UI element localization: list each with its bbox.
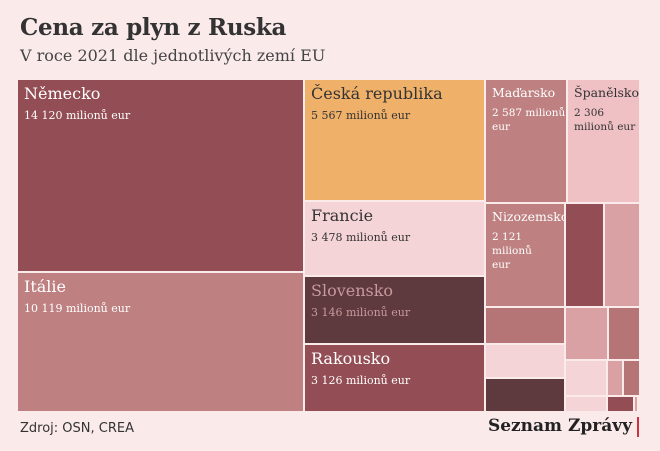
- treemap-cell-value: 3 146 milionů eur: [311, 306, 411, 319]
- treemap-cell-unlabeled: [486, 308, 566, 345]
- treemap-cell-unlabeled: [566, 204, 605, 308]
- treemap-cell-label: Německo: [24, 84, 101, 103]
- treemap-cell-nizozemsko: Nizozemsko 2 121 milionů eur: [486, 204, 566, 308]
- treemap-cell-francie: Francie 3 478 milionů eur: [305, 202, 486, 277]
- treemap-cell-česká-republika: Česká republika 5 567 milionů eur: [305, 80, 486, 202]
- chart-title: Cena za plyn z Ruska: [20, 14, 287, 41]
- treemap-cell-value: 3 126 milionů eur: [311, 374, 411, 387]
- treemap-cell-value: 3 478 milionů eur: [311, 231, 411, 244]
- source-note: Zdroj: OSN, CREA: [20, 421, 134, 436]
- treemap-cell-unlabeled: [605, 204, 641, 308]
- treemap-cell-maďarsko: Maďarsko 2 587 milionů eur: [486, 80, 568, 204]
- treemap-chart: Německo 14 120 milionů eur Itálie 10 119 mi…: [18, 80, 641, 413]
- treemap-cell-německo: Německo 14 120 milionů eur: [18, 80, 305, 273]
- treemap-cell-label: Španělsko: [574, 85, 639, 100]
- treemap-cell-label: Maďarsko: [492, 85, 556, 100]
- treemap-cell-label: Itálie: [24, 277, 66, 296]
- treemap-cell-unlabeled: [608, 397, 635, 413]
- chart-subtitle: V roce 2021 dle jednotlivých zemí EU: [20, 46, 326, 65]
- treemap-cell-unlabeled: [566, 397, 608, 413]
- treemap-cell-value: 5 567 milionů eur: [311, 109, 411, 122]
- treemap-cell-value: 2 121 milionů eur: [492, 231, 532, 272]
- treemap-cell-itálie: Itálie 10 119 milionů eur: [18, 273, 305, 413]
- treemap-cell-unlabeled: [639, 397, 641, 413]
- treemap-cell-rakousko: Rakousko 3 126 milionů eur: [305, 345, 486, 413]
- treemap-cell-label: Nizozemsko: [492, 209, 566, 224]
- treemap-cell-unlabeled: [609, 308, 641, 361]
- treemap-cell-unlabeled: [608, 361, 624, 397]
- treemap-cell-value: 2 587 milionů eur: [492, 107, 566, 134]
- treemap-cell-value: 10 119 milionů eur: [24, 302, 131, 315]
- treemap-cell-unlabeled: [486, 379, 566, 413]
- treemap-cell-slovensko: Slovensko 3 146 milionů eur: [305, 277, 486, 345]
- treemap-cell-label: Česká republika: [311, 84, 443, 103]
- treemap-cell-unlabeled: [635, 397, 639, 413]
- logo-accent-bar: [637, 417, 639, 437]
- treemap-cell-value: 14 120 milionů eur: [24, 109, 131, 122]
- treemap-cell-label: Slovensko: [311, 281, 394, 300]
- treemap-cell-label: Rakousko: [311, 349, 391, 368]
- treemap-cell-unlabeled: [624, 361, 641, 397]
- treemap-cell-value: 2 306 milionů eur: [574, 107, 636, 134]
- treemap-cell-unlabeled: [566, 361, 608, 397]
- treemap-cell-unlabeled: [486, 345, 566, 379]
- treemap-cell-španělsko: Španělsko 2 306 milionů eur: [568, 80, 641, 204]
- brand-logo: Seznam Zprávy: [487, 416, 632, 436]
- treemap-cell-label: Francie: [311, 206, 374, 225]
- treemap-cell-unlabeled: [566, 308, 609, 361]
